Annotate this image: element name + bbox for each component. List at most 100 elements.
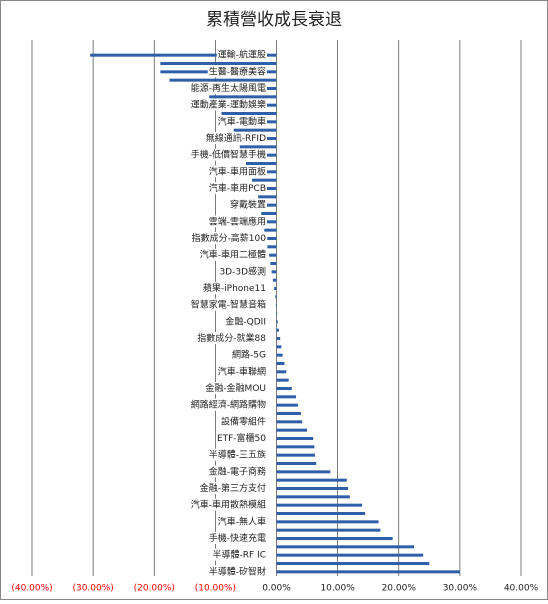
bar	[276, 453, 316, 457]
bar	[258, 195, 277, 199]
bar	[270, 262, 277, 265]
label-background	[207, 182, 267, 194]
category-label: 金融-第三方支付	[200, 482, 266, 494]
bar	[276, 353, 283, 357]
category-label: 3D-3D感測	[219, 265, 266, 277]
label-background	[189, 498, 267, 511]
bar	[274, 287, 277, 290]
bar	[276, 528, 381, 532]
label-background	[207, 215, 267, 228]
category-label: 汽車-電動車	[218, 115, 266, 127]
label-background	[207, 448, 267, 461]
category-label: 金融-金融MOU	[205, 382, 266, 394]
category-label: 汽車-車用PCB	[209, 182, 266, 194]
category-label: 能源-再生太陽風電	[191, 82, 266, 94]
label-background	[198, 248, 267, 261]
label-background	[216, 48, 267, 61]
label-background	[207, 532, 267, 544]
label-background	[189, 148, 267, 161]
label-background	[189, 98, 267, 111]
category-label: 汽車-車用二極體	[200, 249, 266, 261]
category-label: 手機-快速充電	[209, 532, 266, 544]
bar	[276, 328, 279, 332]
category-label: 汽車-無人車	[218, 515, 266, 527]
bar	[276, 387, 292, 390]
bar	[276, 537, 393, 540]
label-background	[215, 432, 268, 444]
bar	[276, 562, 430, 565]
category-label: 汽車-車用面板	[209, 165, 266, 177]
x-tick-label: (40.00%)	[11, 584, 52, 594]
category-label: 手機-低價智慧手機	[191, 149, 266, 161]
bar	[239, 145, 277, 149]
bar	[276, 378, 289, 382]
bar	[276, 403, 298, 407]
x-tick-label: 0.00%	[262, 584, 291, 594]
category-label: 運輸-航運股	[218, 49, 266, 61]
bar	[276, 570, 460, 574]
x-tick-label: (20.00%)	[134, 584, 175, 594]
category-label: 雲端-雲端應用	[209, 215, 266, 227]
bar	[276, 428, 308, 432]
label-background	[204, 382, 267, 394]
label-background	[189, 298, 267, 311]
bar	[275, 303, 277, 307]
bar	[276, 553, 424, 557]
label-background	[224, 315, 267, 328]
label-background	[198, 482, 267, 494]
category-label: 半導體-三五族	[209, 449, 266, 461]
bar	[276, 503, 363, 507]
bar	[276, 337, 281, 340]
category-label: 半導體-RF IC	[213, 549, 266, 561]
category-label: 汽車-車聯網	[218, 365, 266, 377]
category-label: 指數成分-高薪100	[192, 232, 267, 244]
bar	[276, 437, 314, 440]
bar	[276, 470, 331, 474]
bar	[276, 362, 285, 365]
chart-title: 累積營收成長衰退	[206, 10, 342, 30]
bar	[276, 320, 278, 324]
label-background	[204, 132, 268, 144]
bar	[245, 162, 277, 165]
bar	[233, 128, 277, 132]
category-label: 智慧家電-智慧音箱	[191, 299, 266, 311]
category-label: 指數成分-就業88	[197, 332, 266, 344]
category-label: 金融-QDII	[225, 315, 266, 327]
bar	[265, 237, 277, 240]
label-background	[189, 82, 267, 94]
x-tick-label: (30.00%)	[72, 584, 113, 594]
bar	[276, 478, 347, 482]
label-background	[207, 565, 267, 578]
category-label: ETF-富櫃50	[217, 432, 266, 444]
label-background	[228, 198, 267, 211]
bar	[276, 370, 287, 374]
label-background	[189, 398, 267, 411]
x-tick-label: 40.00%	[504, 584, 539, 594]
bar	[276, 512, 366, 515]
label-background	[190, 232, 268, 244]
bar	[209, 95, 277, 99]
label-background	[207, 465, 267, 478]
x-tick-label: (10.00%)	[195, 584, 236, 594]
category-label: 網路經濟-網路購物	[191, 399, 266, 411]
bar	[276, 495, 350, 499]
bar	[276, 545, 415, 549]
category-label: 運動產業-運動娛樂	[191, 99, 266, 111]
bar	[269, 253, 277, 257]
bar	[276, 520, 379, 524]
x-tick-label: 10.00%	[320, 584, 355, 594]
bar	[160, 62, 277, 65]
category-label: 汽車-車用散熱模組	[191, 499, 266, 511]
bar	[263, 220, 277, 224]
label-background	[218, 265, 267, 278]
category-label: 金融-電子商務	[209, 465, 266, 477]
label-background	[211, 548, 267, 561]
bar	[267, 245, 277, 249]
label-background	[207, 65, 267, 78]
bar	[276, 445, 315, 449]
x-tick-label: 20.00%	[382, 584, 417, 594]
bar	[276, 420, 303, 424]
x-tick-label: 30.00%	[443, 584, 478, 594]
